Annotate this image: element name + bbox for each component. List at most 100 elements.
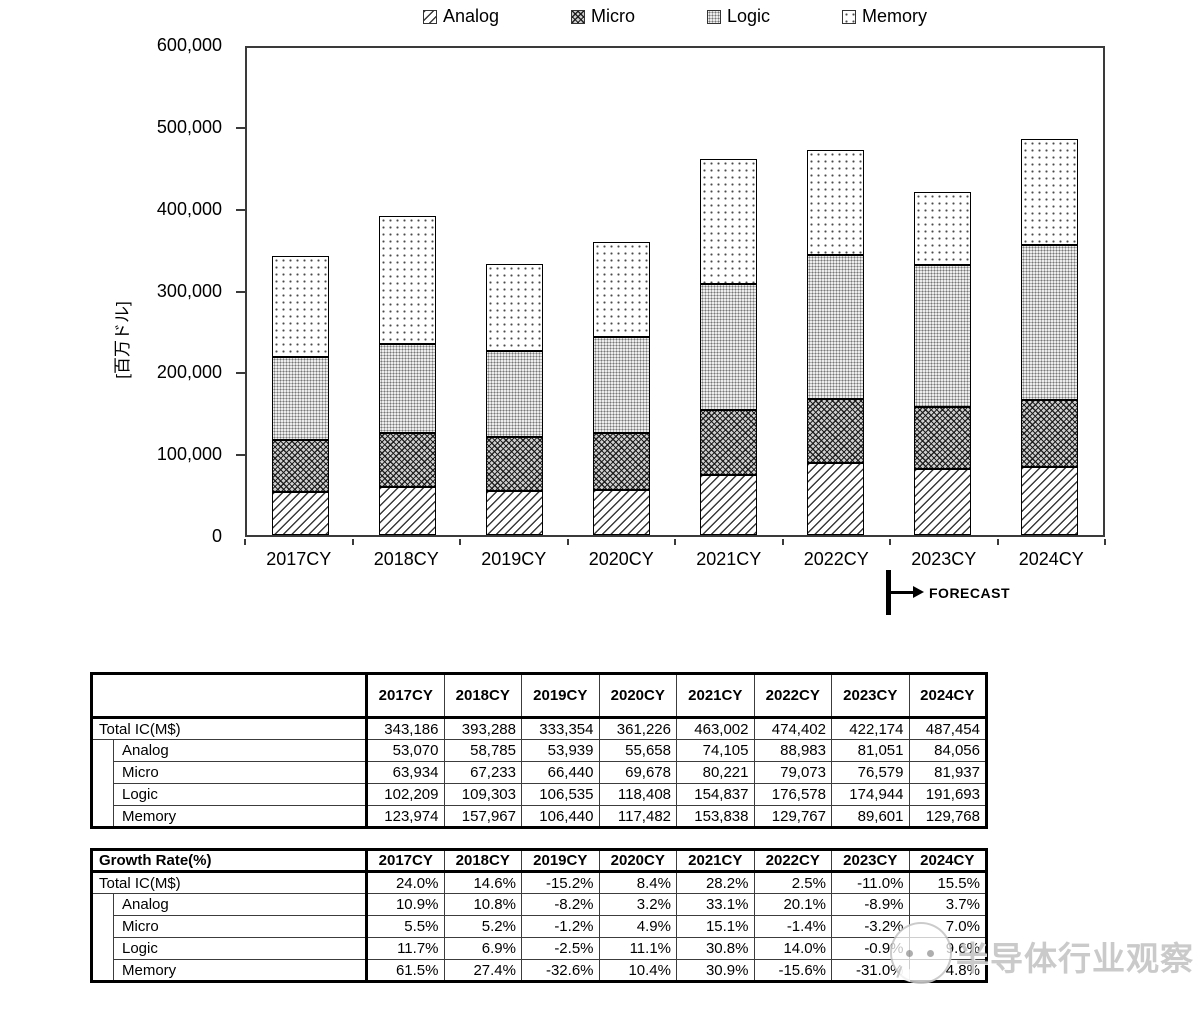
indent-spacer bbox=[91, 893, 114, 982]
table-cell: 30.8% bbox=[676, 937, 755, 960]
column-header: 2022CY bbox=[753, 849, 832, 873]
x-tick-mark bbox=[1104, 539, 1106, 545]
bar-segment-micro-2022cy bbox=[806, 398, 865, 463]
column-header: 2021CY bbox=[676, 849, 755, 873]
bar-segment-analog-2020cy bbox=[592, 489, 651, 535]
table-cell: 84,056 bbox=[908, 739, 987, 762]
forecast-label: FORECAST bbox=[929, 585, 1010, 601]
table-cell: -8.9% bbox=[831, 893, 910, 916]
table-row: Total IC(M$) 343,186 393,288 333,354 361,226… bbox=[91, 717, 987, 740]
bar-segment-logic-2022cy bbox=[806, 255, 865, 399]
column-header: 2020CY bbox=[598, 673, 677, 719]
bar-2024cy bbox=[1020, 139, 1079, 535]
table-row: Analog 53,070 58,785 53,939 55,658 74,105 88,9… bbox=[91, 739, 987, 828]
table-cell: 463,002 bbox=[676, 717, 755, 740]
ic-values-table: 2017CY 2018CY 2019CY 2020CY 2021CY 2022CY 2023… bbox=[90, 672, 988, 829]
table-cell: 3.7% bbox=[908, 893, 987, 916]
bar-slot-2022cy bbox=[782, 48, 889, 535]
table-cell: 393,288 bbox=[443, 717, 522, 740]
table-cell: 191,693 bbox=[908, 783, 987, 806]
indent-spacer bbox=[91, 739, 114, 828]
table-row: Logic 11.7% 6.9% -2.5% 11.1% 30.8% 14.0% -0.9% 9… bbox=[92, 937, 987, 960]
bar-segment-micro-2020cy bbox=[592, 433, 651, 490]
table-cell: 33.1% bbox=[676, 893, 755, 916]
bar-segment-analog-2017cy bbox=[271, 491, 330, 535]
table-cell: 4.9% bbox=[598, 915, 677, 938]
legend-key-analog-icon bbox=[422, 9, 437, 24]
table-cell: 55,658 bbox=[598, 739, 677, 762]
legend-item-micro: Micro bbox=[571, 6, 635, 27]
bar-segment-logic-2024cy bbox=[1020, 244, 1079, 401]
growth-rate-table: Growth Rate(%) 2017CY 2018CY 2019CY 2020CY 20… bbox=[90, 848, 988, 983]
bar-2023cy bbox=[913, 192, 972, 535]
y-tick-mark bbox=[236, 372, 245, 375]
column-header: 2020CY bbox=[598, 849, 677, 873]
x-axis-label: 2017CY bbox=[266, 549, 332, 569]
table-cell: -32.6% bbox=[521, 959, 600, 982]
row-label: Total IC(M$) bbox=[91, 717, 368, 740]
legend-item-logic: Logic bbox=[707, 6, 770, 27]
bar-segment-logic-2017cy bbox=[271, 357, 330, 441]
bar-2020cy bbox=[592, 241, 651, 535]
column-header: 2023CY bbox=[831, 673, 910, 719]
bar-2019cy bbox=[485, 264, 544, 535]
table-cell: 123,974 bbox=[366, 805, 445, 828]
y-tick-label: 400,000 bbox=[156, 198, 222, 219]
table-cell: 3.2% bbox=[598, 893, 677, 916]
column-header: 2017CY bbox=[366, 849, 445, 873]
table-cell: 80,221 bbox=[676, 761, 755, 784]
row-label: Analog bbox=[113, 893, 368, 916]
table-cell: 343,186 bbox=[366, 717, 445, 740]
table-cell: 5.5% bbox=[366, 915, 445, 938]
bar-segment-micro-2023cy bbox=[913, 407, 972, 470]
table-row: Total IC(M$) 24.0% 14.6% -15.2% 8.4% 28.2% 2.5… bbox=[91, 871, 987, 894]
x-tick-mark bbox=[244, 539, 246, 545]
legend-label-logic: Logic bbox=[727, 6, 771, 26]
x-tick-mark bbox=[889, 539, 891, 545]
y-tick-mark bbox=[236, 454, 245, 457]
bar-segment-micro-2019cy bbox=[485, 437, 544, 492]
plot-area bbox=[245, 46, 1105, 537]
bar-segment-logic-2023cy bbox=[913, 265, 972, 408]
legend-item-analog: Analog bbox=[422, 6, 499, 27]
row-label: Micro bbox=[113, 915, 368, 938]
table-cell: -31.0% bbox=[831, 959, 910, 982]
y-tick-label: 100,000 bbox=[156, 444, 222, 465]
row-label: Total IC(M$) bbox=[91, 871, 368, 894]
table-header-row: 2017CY 2018CY 2019CY 2020CY 2021CY 2022CY 2023… bbox=[91, 673, 987, 719]
y-tick-label: 0 bbox=[211, 526, 222, 546]
bar-segment-memory-2023cy bbox=[913, 192, 972, 266]
table-cell: 74,105 bbox=[676, 739, 755, 762]
y-tick-label: 500,000 bbox=[156, 116, 222, 137]
table-cell: -1.4% bbox=[753, 915, 832, 938]
column-header: 2019CY bbox=[521, 673, 600, 719]
bar-segment-micro-2017cy bbox=[271, 440, 330, 492]
y-tick-mark bbox=[236, 208, 245, 211]
column-header: 2024CY bbox=[908, 849, 987, 873]
bar-segment-memory-2020cy bbox=[592, 241, 651, 338]
column-header: 2019CY bbox=[521, 849, 600, 873]
table-cell: 81,051 bbox=[831, 739, 910, 762]
bar-2022cy bbox=[806, 149, 865, 535]
table-cell: 174,944 bbox=[831, 783, 910, 806]
table-cell: 14.0% bbox=[753, 937, 832, 960]
row-label: Logic bbox=[113, 937, 368, 960]
column-header: 2018CY bbox=[443, 849, 522, 873]
y-tick-mark bbox=[236, 290, 245, 293]
table-cell: -15.2% bbox=[521, 871, 600, 894]
table-cell: 106,440 bbox=[521, 805, 600, 828]
bar-slot-2020cy bbox=[568, 48, 675, 535]
table-cell: 11.7% bbox=[366, 937, 445, 960]
table-cell: 79,073 bbox=[753, 761, 832, 784]
table-cell: 53,070 bbox=[366, 739, 445, 762]
table-cell: 10.8% bbox=[443, 893, 522, 916]
table-cell: 422,174 bbox=[831, 717, 910, 740]
bar-segment-memory-2017cy bbox=[271, 256, 330, 358]
x-axis-label: 2023CY bbox=[911, 549, 977, 569]
bar-segment-memory-2024cy bbox=[1020, 139, 1079, 245]
legend-label-analog: Analog bbox=[442, 6, 499, 26]
bar-slot-2017cy bbox=[247, 48, 354, 535]
table-cell: 333,354 bbox=[521, 717, 600, 740]
forecast-arrow-icon bbox=[913, 586, 924, 598]
bar-segment-analog-2024cy bbox=[1020, 466, 1079, 535]
